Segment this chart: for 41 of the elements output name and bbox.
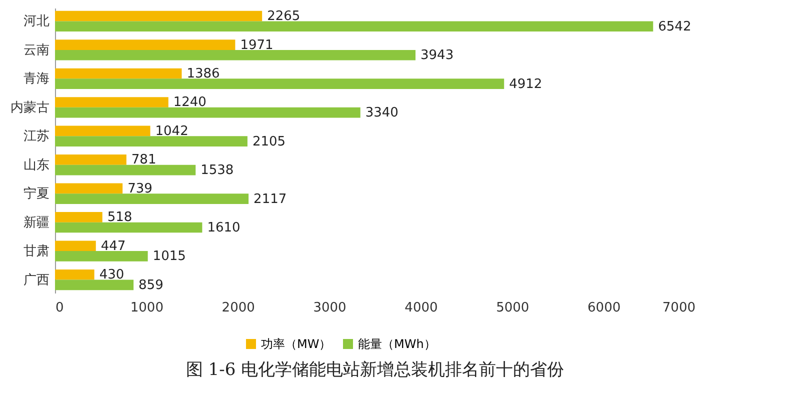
data-label: 1610 bbox=[207, 220, 240, 236]
text: 图 1-6 电化学储能电站新增总装机排名前十的省份 bbox=[186, 360, 564, 380]
data-label: 3340 bbox=[365, 106, 398, 121]
data-label: 3943 bbox=[420, 48, 454, 64]
y-tick-label: 江苏 bbox=[24, 129, 50, 144]
data-label: 1971 bbox=[240, 38, 274, 53]
data-label: 781 bbox=[131, 152, 156, 168]
x-tick-label: 4000 bbox=[404, 300, 438, 316]
x-tick-label: 2000 bbox=[222, 300, 255, 316]
data-label: 1538 bbox=[200, 163, 234, 178]
data-label: 2265 bbox=[267, 9, 300, 24]
data-label: 518 bbox=[107, 210, 132, 226]
data-label: 859 bbox=[138, 278, 164, 293]
legend-label: 能量（MWh） bbox=[358, 337, 436, 351]
data-label: 739 bbox=[128, 181, 152, 196]
data-label: 447 bbox=[100, 238, 126, 254]
y-tick-label: 内蒙古 bbox=[10, 100, 50, 116]
data-label: 2117 bbox=[254, 192, 287, 207]
data-label: 1042 bbox=[155, 124, 188, 139]
data-label: 2105 bbox=[252, 134, 286, 150]
x-tick-label: 1000 bbox=[130, 300, 164, 316]
y-tick-label: 青海 bbox=[24, 72, 50, 87]
data-label: 6542 bbox=[658, 19, 692, 34]
data-label: 1240 bbox=[173, 95, 206, 110]
x-tick-label: 6000 bbox=[588, 300, 621, 316]
y-tick-label: 宁夏 bbox=[24, 186, 50, 202]
y-tick-label: 新疆 bbox=[24, 215, 50, 230]
y-tick-label: 河北 bbox=[24, 14, 50, 30]
legend-label: 功率（MW） bbox=[261, 337, 332, 351]
data-label: 430 bbox=[99, 268, 124, 283]
data-label: 1386 bbox=[186, 66, 220, 82]
data-label: 1015 bbox=[152, 249, 186, 264]
x-tick-label: 0 bbox=[56, 300, 64, 316]
x-tick-label: 7000 bbox=[662, 300, 696, 316]
x-tick-label: 5000 bbox=[496, 300, 530, 316]
y-tick-label: 甘肃 bbox=[24, 244, 50, 260]
y-tick-label: 云南 bbox=[24, 42, 50, 58]
y-tick-label: 山东 bbox=[24, 158, 50, 173]
data-label: 4912 bbox=[509, 76, 542, 92]
y-tick-label: 广西 bbox=[24, 272, 50, 288]
x-tick-label: 3000 bbox=[313, 300, 346, 316]
